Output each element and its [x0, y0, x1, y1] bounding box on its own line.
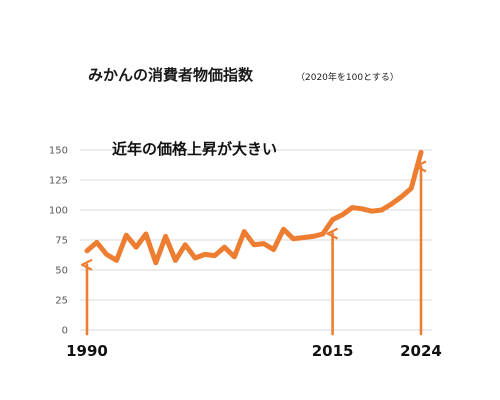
chart-title-sub: （2020年を100とする） — [296, 71, 399, 83]
year-label-2024: 2024 — [400, 342, 442, 360]
y-tick-label: 125 — [49, 176, 68, 187]
y-tick-label: 75 — [55, 236, 68, 247]
y-axis-ticks: 0 25 50 75 100 125 150 — [49, 146, 68, 337]
y-tick-label: 150 — [49, 146, 68, 157]
chart-title-main: みかんの消費者物価指数 — [88, 66, 254, 84]
y-tick-label: 50 — [55, 266, 68, 277]
series-layer — [84, 149, 424, 266]
chart-title: みかんの消費者物価指数 （2020年を100とする） — [88, 66, 399, 84]
year-label-2015: 2015 — [312, 342, 354, 360]
year-arrows — [87, 166, 421, 336]
y-tick-label: 25 — [55, 296, 68, 307]
year-label-1990: 1990 — [66, 342, 108, 360]
y-tick-label: 0 — [62, 326, 68, 337]
year-labels: 1990 2015 2024 — [66, 342, 442, 360]
y-tick-label: 100 — [49, 206, 68, 217]
annotation-text: 近年の価格上昇が大きい — [112, 140, 277, 158]
series-line — [84, 149, 424, 266]
